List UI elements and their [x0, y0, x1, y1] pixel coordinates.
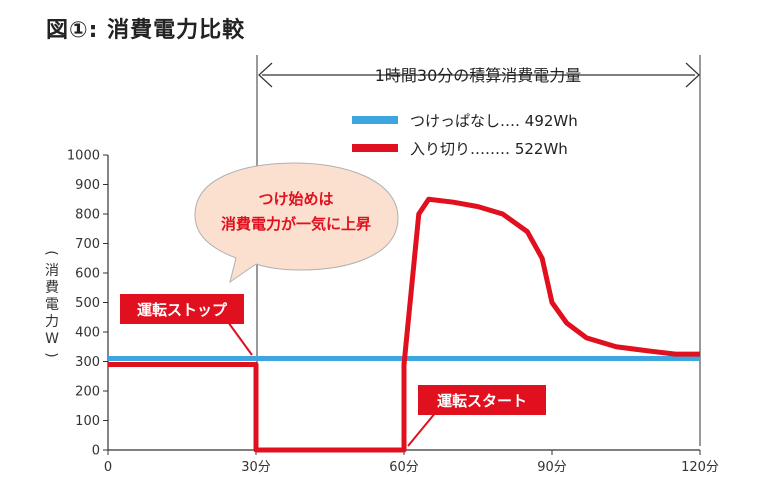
y-tick-label: 0	[92, 444, 100, 459]
y-tick-label: 100	[75, 414, 100, 429]
y-tick-label: 400	[75, 326, 100, 341]
y-tick-label: 600	[75, 267, 100, 282]
legend-label-on-off: 入り切り‥‥‥‥ 522Wh	[410, 140, 568, 158]
y-axis-label-char: 消	[45, 263, 59, 279]
label-stop: 運転ストップ	[120, 294, 253, 356]
y-tick-label: 200	[75, 385, 100, 400]
y-axis-label-char: (	[43, 250, 59, 255]
y-tick-group: 0 100 200 300 400 500 600 700 800 900 1000	[67, 149, 108, 459]
bracket-label: 1時間30分の積算消費電力量	[375, 66, 582, 85]
x-tick-group: 0 30分 60分 90分 120分	[104, 450, 719, 475]
x-tick-label: 60分	[389, 460, 419, 475]
legend: つけっぱなし‥‥ 492Wh 入り切り‥‥‥‥ 522Wh	[352, 112, 578, 158]
y-tick-label: 900	[75, 178, 100, 193]
y-axis-label-char: )	[43, 352, 59, 357]
y-tick-label: 1000	[67, 149, 100, 164]
y-tick-label: 500	[75, 296, 100, 311]
label-start-text: 運転スタート	[437, 392, 527, 410]
period-bracket: 1時間30分の積算消費電力量	[256, 55, 701, 446]
label-start-box	[418, 385, 546, 415]
x-tick-label: 0	[104, 460, 112, 475]
callout-line-1: つけ始めは	[258, 190, 333, 208]
y-axis-label-char: 力	[45, 314, 59, 330]
figure-title: 図①: 消費電力比較	[46, 18, 246, 43]
y-tick-label: 300	[75, 355, 100, 370]
y-axis-label-char: 費	[45, 280, 59, 296]
legend-label-always-on: つけっぱなし‥‥ 492Wh	[410, 112, 578, 130]
x-tick-label: 30分	[241, 460, 271, 475]
y-axis-label-char: W	[45, 331, 59, 347]
label-stop-text: 運転ストップ	[137, 301, 228, 319]
label-stop-box	[120, 294, 244, 324]
y-axis-label-char: 電	[45, 297, 59, 313]
callout-line-2: 消費電力が一気に上昇	[221, 215, 371, 233]
label-start: 運転スタート	[407, 385, 546, 447]
x-tick-label: 120分	[681, 460, 719, 475]
x-tick-label: 90分	[537, 460, 567, 475]
series-line-on-off	[108, 196, 700, 453]
callout-bubble	[194, 162, 399, 284]
y-tick-label: 700	[75, 237, 100, 252]
y-tick-label: 800	[75, 208, 100, 223]
callout-start-surge: つけ始めは 消費電力が一気に上昇	[194, 162, 399, 284]
